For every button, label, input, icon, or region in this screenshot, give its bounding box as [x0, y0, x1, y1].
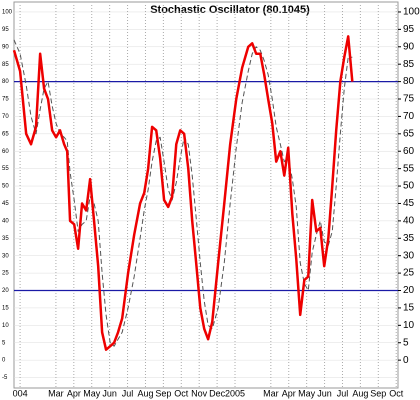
y2-tick-label: 80: [403, 76, 415, 87]
x-tick-label: May: [298, 388, 316, 398]
chart-title: Stochastic Oscillator (80.1045): [150, 4, 310, 16]
y-tick-label: 0: [2, 358, 6, 364]
x-tick-label: Mar: [263, 388, 279, 398]
y2-tick-label: 60: [403, 146, 415, 157]
y2-tick-label: 100: [403, 7, 420, 18]
y-tick-label: 40: [2, 218, 9, 224]
x-tick-label: Jun: [102, 388, 117, 398]
y-tick-label: -5: [2, 375, 8, 381]
x-tick-label: Mar: [48, 388, 64, 398]
y2-tick-label: 35: [403, 233, 415, 244]
y-tick-label: 65: [2, 131, 9, 137]
y2-tick-label: 50: [403, 181, 415, 192]
y-tick-label: 15: [2, 305, 9, 311]
y2-tick-label: 70: [403, 111, 415, 122]
y2-tick-label: 95: [403, 24, 415, 35]
y-tick-label: 75: [2, 97, 9, 103]
y2-tick-label: 5: [403, 337, 409, 348]
y-tick-label: 80: [2, 79, 9, 85]
y-tick-label: 70: [2, 114, 9, 120]
y2-tick-label: 20: [403, 285, 415, 296]
x-tick-label: Jul: [337, 388, 349, 398]
x-tick-label: 2005: [225, 388, 245, 398]
x-tick-label: 004: [13, 388, 28, 398]
y-tick-label: 90: [2, 44, 9, 50]
y-tick-label: 5: [2, 340, 6, 346]
y2-tick-label: 40: [403, 216, 415, 227]
y2-tick-label: 45: [403, 198, 415, 209]
y2-tick-label: 15: [403, 303, 415, 314]
x-tick-label: Dec: [209, 388, 226, 398]
y-tick-label: 25: [2, 271, 9, 277]
y2-tick-label: 0: [403, 355, 409, 366]
x-tick-label: Sep: [155, 388, 171, 398]
y-tick-label: 20: [2, 288, 9, 294]
y2-tick-label: 30: [403, 250, 415, 261]
y2-tick-label: 55: [403, 163, 415, 174]
x-tick-label: Apr: [67, 388, 81, 398]
x-tick-label: Sep: [370, 388, 386, 398]
y2-tick-label: 75: [403, 94, 415, 105]
y-tick-label: 85: [2, 62, 9, 68]
series-line: [13, 39, 353, 347]
y2-tick-label: 10: [403, 320, 415, 331]
x-tick-label: May: [83, 388, 101, 398]
plot-frame: [13, 1, 399, 389]
y-tick-label: 30: [2, 253, 9, 259]
y-tick-label: 50: [2, 184, 9, 190]
y2-tick-label: 25: [403, 268, 415, 279]
y-tick-label: 45: [2, 201, 9, 207]
x-tick-label: Aug: [352, 388, 368, 398]
y2-tick-label: 65: [403, 128, 415, 139]
x-tick-label: Jul: [122, 388, 134, 398]
y2-tick-label: 85: [403, 59, 415, 70]
x-tick-label: Nov: [191, 388, 208, 398]
y-tick-label: 95: [2, 27, 9, 33]
y2-tick-label: 90: [403, 41, 415, 52]
y-tick-label: 60: [2, 149, 9, 155]
x-tick-label: Jun: [317, 388, 332, 398]
x-tick-label: Oct: [389, 388, 404, 398]
series-line: [12, 35, 354, 351]
x-tick-label: Aug: [137, 388, 153, 398]
y-tick-label: 35: [2, 236, 9, 242]
y-tick-label: 10: [2, 323, 9, 329]
x-tick-label: Oct: [174, 388, 189, 398]
y-tick-label: 55: [2, 166, 9, 172]
x-tick-label: Apr: [282, 388, 296, 398]
y-tick-label: 100: [2, 10, 13, 16]
